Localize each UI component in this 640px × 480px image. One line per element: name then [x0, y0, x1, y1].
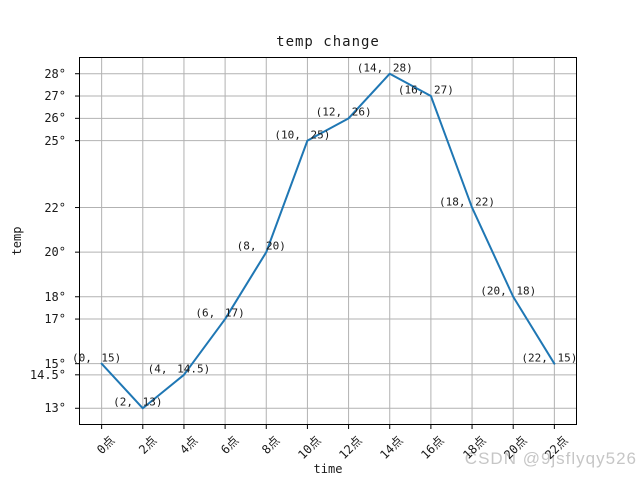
x-tick-label-text: 16点: [418, 433, 448, 463]
point-annotation: (22, 15): [521, 351, 578, 365]
x-tick-label-text: 10点: [295, 433, 324, 463]
y-tick-label: 27°: [44, 89, 66, 104]
y-tick-label: 26°: [44, 111, 66, 126]
point-annotation: (10, 25): [274, 128, 331, 142]
y-tick-label: 22°: [44, 200, 66, 215]
y-tick-label: 17°: [44, 312, 66, 327]
point-annotation: (8, 20): [236, 239, 286, 253]
temp-line: [100, 72, 556, 410]
x-tick-label-text: 12点: [336, 433, 365, 463]
y-tick-label: 20°: [44, 245, 66, 260]
point-annotation: (2, 13): [113, 395, 163, 409]
y-tick-label: 15°: [44, 356, 66, 371]
y-tick-label: 25°: [44, 133, 66, 148]
point-annotation: (4, 14.5): [147, 362, 211, 376]
point-annotation: (16, 27): [397, 83, 454, 97]
x-tick-label-text: 14点: [377, 433, 407, 463]
x-tick-label-text: 6点: [217, 433, 242, 457]
point-annotation: (20, 18): [480, 284, 537, 298]
axes-spines: [79, 57, 577, 425]
x-tick-label-text: 4点: [176, 433, 201, 457]
point-annotation: (12, 26): [315, 105, 372, 119]
watermark: CSDN @9jsflyqy526: [464, 449, 637, 468]
y-tick-label: 13°: [44, 401, 66, 416]
point-annotation: (6, 17): [195, 306, 245, 320]
y-tick-label: 18°: [44, 289, 66, 304]
x-tick-label-text: 0点: [94, 433, 118, 457]
y-tick-label: 14.5°: [29, 367, 66, 382]
plot-svg: [75, 57, 577, 429]
chart-title: temp change: [276, 34, 380, 50]
plot-area: [75, 57, 577, 429]
y-tick-label: 28°: [44, 66, 66, 81]
point-annotation: (0, 15): [71, 351, 122, 365]
point-annotation: (18, 22): [439, 195, 496, 209]
x-tick-label-text: 2点: [135, 433, 160, 457]
point-annotation: (14, 28): [356, 61, 413, 75]
x-axis-label: time: [313, 462, 343, 476]
x-tick-label-text: 8点: [259, 433, 283, 457]
